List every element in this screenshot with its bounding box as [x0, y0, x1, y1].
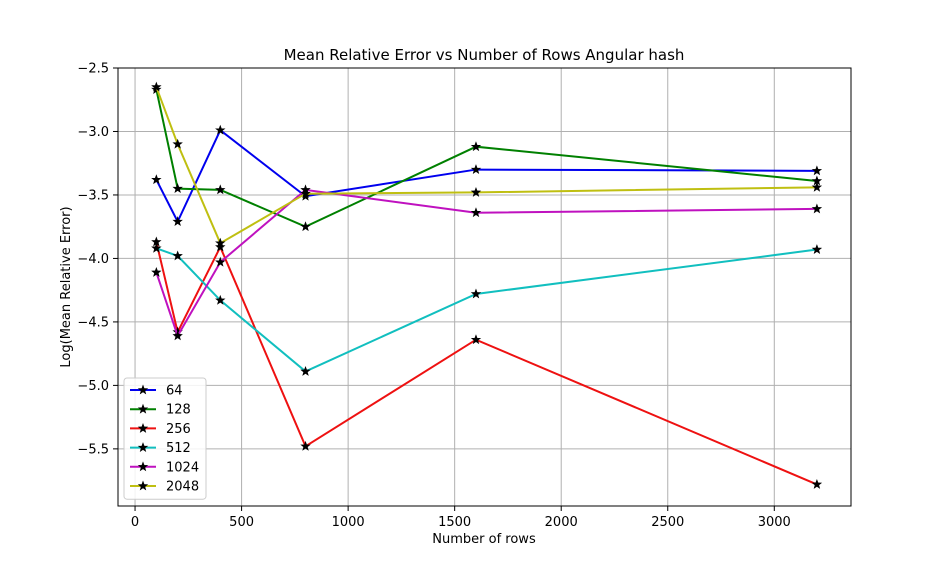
series-256	[151, 236, 823, 489]
y-tick-label: −5.5	[77, 442, 109, 457]
data-point-512	[151, 242, 162, 253]
chart-title: Mean Relative Error vs Number of Rows An…	[284, 46, 685, 64]
data-point-512	[470, 288, 482, 299]
legend-marker-1024	[137, 461, 149, 472]
data-point-1024	[215, 256, 226, 267]
data-point-2048	[215, 237, 226, 248]
y-axis-label: Log(Mean Relative Error)	[59, 206, 74, 367]
legend-label-512: 512	[166, 441, 191, 456]
grid	[118, 67, 851, 506]
data-point-1024	[172, 330, 183, 341]
data-point-2048	[470, 186, 482, 197]
series-512	[151, 242, 823, 376]
data-point-256	[470, 334, 482, 345]
legend-marker-512	[137, 442, 149, 453]
data-point-1024	[151, 266, 162, 277]
y-tick-label: −5.0	[77, 379, 109, 394]
x-tick-label: 2000	[545, 515, 578, 530]
x-tick-label: 0	[131, 515, 139, 530]
data-point-512	[172, 250, 183, 261]
tick-layer: 0 500 1000 1500 2000 2500 3000 −2.5 −3.0 −3.5 −4.0…	[77, 62, 790, 531]
data-point-256	[811, 478, 823, 489]
data-point-2048	[151, 81, 162, 92]
x-axis-label: Number of rows	[432, 532, 536, 547]
data-point-128	[215, 184, 226, 195]
series-line-256	[155, 241, 818, 486]
y-tick-label: −3.0	[77, 125, 109, 140]
legend-marker-128	[137, 403, 149, 414]
data-point-64	[470, 164, 482, 174]
data-point-64	[172, 216, 183, 227]
data-point-2048	[300, 188, 311, 199]
x-tick-label: 500	[229, 515, 254, 530]
y-tick-label: −4.5	[77, 315, 109, 330]
x-tick-label: 1500	[438, 515, 471, 530]
data-point-128	[172, 183, 183, 194]
data-point-64	[151, 174, 162, 185]
y-tick-label: −2.5	[77, 62, 109, 77]
data-point-128	[470, 141, 482, 152]
series-line-128	[155, 89, 818, 228]
series-line-512	[156, 247, 818, 373]
legend: 64 128 256 512 1024 2048	[123, 377, 207, 500]
data-point-1024	[811, 203, 823, 214]
series-2048	[151, 81, 823, 248]
data-point-512	[300, 365, 311, 376]
data-point-512	[811, 244, 823, 254]
series-128	[151, 84, 823, 232]
legend-label-64: 64	[166, 384, 183, 399]
x-tick-label: 2500	[651, 515, 684, 530]
series-line-1024	[155, 188, 817, 339]
legend-label-1024: 1024	[166, 460, 199, 475]
legend-label-128: 128	[166, 403, 191, 418]
x-tick-label: 3000	[758, 515, 791, 530]
y-tick-label: −3.5	[77, 188, 109, 203]
data-point-64	[215, 124, 226, 135]
data-point-64	[811, 165, 823, 176]
data-point-1024	[470, 207, 482, 218]
series-line-64	[155, 128, 817, 224]
legend-label-2048: 2048	[166, 480, 199, 495]
data-point-256	[215, 241, 226, 252]
data-point-512	[215, 294, 226, 305]
y-tick-label: −4.0	[77, 252, 109, 267]
data-point-256	[300, 440, 311, 451]
data-point-128	[300, 221, 311, 232]
legend-label-256: 256	[166, 422, 191, 437]
data-point-2048	[172, 138, 183, 149]
legend-marker-2048	[137, 480, 149, 491]
legend-marker-256	[137, 422, 149, 433]
plot-area-frame	[117, 67, 852, 507]
data-point-2048	[811, 181, 823, 192]
series-line-2048	[155, 86, 817, 245]
series-layer	[151, 81, 823, 489]
x-tick-label: 1000	[332, 515, 365, 530]
legend-marker-64	[137, 384, 149, 395]
